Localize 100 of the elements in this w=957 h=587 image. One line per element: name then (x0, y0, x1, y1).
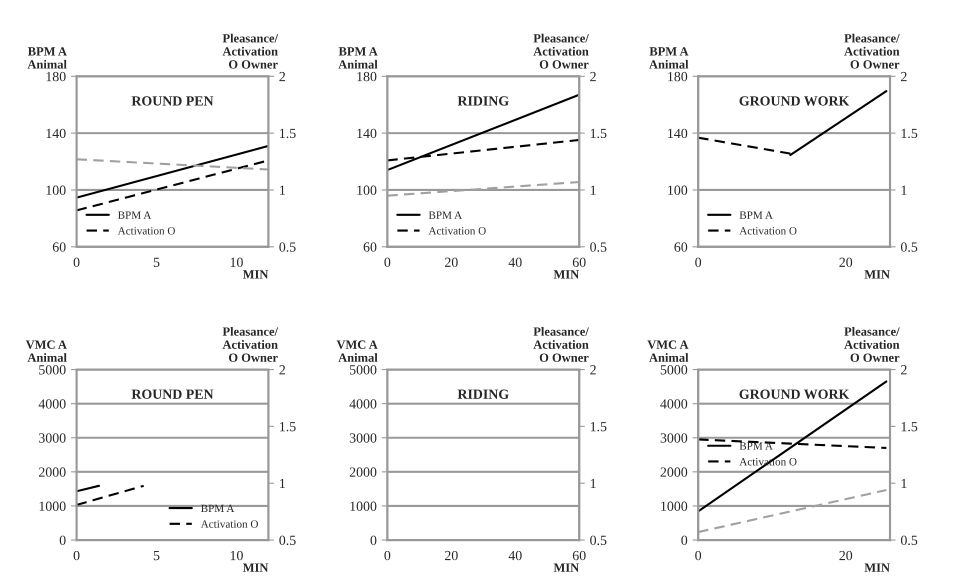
y2-tick-label: 1 (280, 186, 285, 195)
y-tick-label: 2000 (350, 467, 376, 477)
y-tick-label: 0 (681, 536, 688, 545)
y2-tick-label: 1 (590, 478, 596, 488)
y2-axis-title: Pleasance/ Activation O Owner (533, 34, 589, 69)
y-tick-label: 180 (668, 72, 688, 82)
x-axis-title: MIN (864, 564, 890, 572)
x-tick-label: 20 (444, 550, 458, 560)
x-axis-title: MIN (554, 270, 580, 278)
y-tick-label: 3000 (660, 433, 688, 443)
y2-axis-title: Pleasance/ Activation O Owner (844, 326, 900, 362)
y-tick-label: 1000 (40, 502, 66, 511)
legend-label: Activation O (739, 227, 797, 235)
legend-label: BPM A (428, 211, 462, 219)
y2-tick-label: 1.5 (590, 128, 606, 138)
legend-label: BPM A (201, 504, 234, 512)
legend-label: BPM A (740, 211, 773, 219)
y-axis-title: BPM A Animal (28, 47, 67, 69)
y2-tick-label: 1 (902, 186, 907, 195)
text: GROUND WORK (740, 390, 850, 399)
x-tick-label: 0 (384, 550, 390, 560)
y2-tick-label: 0.5 (590, 242, 606, 252)
y-tick-label: 60 (52, 242, 66, 252)
y2-tick-label: 2 (279, 365, 286, 374)
text: ROUND PEN (132, 96, 214, 106)
y-tick-label: 1000 (350, 502, 376, 511)
y2-axis-title: Pleasance/ Activation O Owner (222, 34, 278, 69)
x-tick-label: 20 (444, 258, 458, 267)
y-axis-title: BPM A Animal (649, 47, 688, 69)
y2-axis-title: Pleasance/ Activation O Owner (844, 34, 900, 69)
y-axis-title: VMC A Animal (26, 340, 67, 362)
y2-tick-label: 1.5 (902, 422, 918, 432)
legend-label: Activation O (428, 227, 486, 235)
x-tick-label: 40 (508, 550, 522, 560)
x-tick-label: 0 (74, 550, 80, 560)
x-tick-label: 5 (154, 258, 160, 267)
x-tick-label: 20 (839, 550, 852, 560)
y2-tick-label: 0.5 (900, 536, 918, 546)
x-tick-label: 20 (839, 258, 852, 267)
y-axis-title: VMC A Animal (336, 340, 378, 362)
y-tick-label: 2000 (38, 467, 66, 477)
y2-tick-label: 1 (280, 478, 285, 488)
y-tick-label: 180 (357, 72, 376, 82)
y2-tick-label: 0.5 (279, 242, 296, 252)
y2-tick-label: 2 (901, 365, 907, 374)
y-tick-label: 5000 (350, 365, 376, 375)
y2-tick-label: 1.5 (590, 422, 606, 432)
x-tick-label: 60 (572, 550, 586, 560)
x-axis-title: MIN (242, 564, 268, 572)
y2-tick-label: 2 (590, 365, 596, 374)
y-tick-label: 0 (60, 536, 66, 545)
y2-tick-label: 1 (590, 186, 596, 195)
y-tick-label: 4000 (38, 399, 66, 409)
y2-tick-label: 1.5 (280, 422, 296, 432)
y2-tick-label: 2 (901, 72, 907, 82)
x-axis-title: MIN (242, 270, 268, 278)
y-tick-label: 60 (364, 242, 376, 252)
y2-tick-label: 0.5 (900, 242, 918, 252)
x-tick-label: 0 (74, 258, 80, 267)
y2-tick-label: 2 (590, 72, 596, 82)
text: RIDING (458, 96, 509, 106)
x-tick-label: 0 (695, 258, 702, 267)
x-tick-label: 60 (572, 258, 586, 267)
y2-tick-label: 1 (902, 478, 907, 488)
y-tick-label: 5000 (660, 365, 688, 375)
x-tick-label: 40 (508, 258, 522, 267)
y-tick-label: 60 (674, 242, 688, 252)
x-tick-label: 5 (154, 551, 160, 560)
y-tick-label: 140 (668, 128, 688, 138)
y2-tick-label: 2 (279, 72, 286, 82)
y-tick-label: 140 (46, 128, 66, 138)
legend-label: Activation O (118, 227, 175, 235)
y-tick-label: 100 (46, 186, 66, 195)
legend-label: Activation O (200, 520, 258, 528)
x-tick-label: 0 (695, 550, 702, 560)
y-axis-title: VMC A Animal (647, 340, 688, 362)
x-axis-title: MIN (864, 270, 890, 278)
x-tick-label: 10 (230, 550, 243, 560)
text: ROUND PEN (132, 390, 214, 399)
y2-tick-label: 1.5 (280, 128, 296, 138)
y-tick-label: 3000 (350, 433, 376, 443)
y2-tick-label: 1.5 (902, 128, 918, 138)
x-tick-label: 10 (230, 258, 243, 267)
y-tick-label: 140 (357, 128, 376, 138)
y-tick-label: 100 (357, 186, 376, 195)
text: GROUND WORK (740, 96, 850, 106)
y-tick-label: 5000 (39, 365, 66, 375)
y-tick-label: 4000 (660, 399, 688, 409)
y2-axis-title: Pleasance/ Activation O Owner (533, 326, 589, 362)
y-tick-label: 100 (668, 186, 688, 195)
y-tick-label: 2000 (660, 467, 688, 477)
y-axis-title: BPM A Animal (338, 47, 378, 69)
legend-label: BPM A (740, 442, 773, 450)
y-tick-label: 3000 (39, 433, 66, 443)
x-tick-label: 0 (384, 258, 390, 267)
y-tick-label: 1000 (661, 502, 688, 511)
text: RIDING (458, 390, 509, 399)
legend-label: BPM A (118, 211, 152, 219)
y-tick-label: 4000 (349, 399, 376, 409)
y-tick-label: 0 (370, 536, 376, 545)
